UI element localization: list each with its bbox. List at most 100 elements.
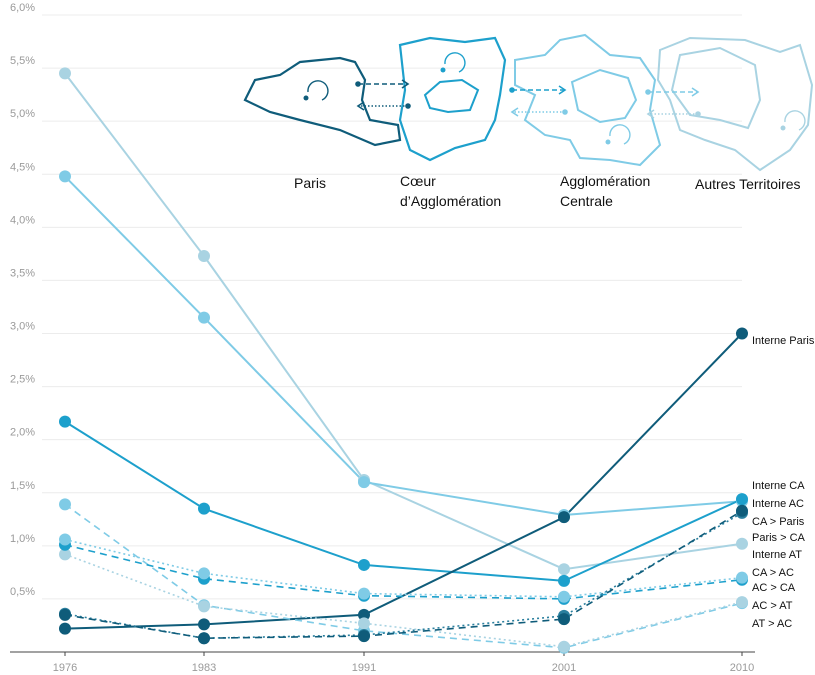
x-tick-label: 1983 [192,662,216,674]
data-point [558,640,570,653]
data-point [59,498,71,511]
x-tick-label: 1976 [53,662,77,674]
end-label: CA > AC [752,567,794,579]
arrow-head [510,107,519,117]
arrow-origin-dot [355,81,361,87]
y-tick-label: 4,5% [10,161,35,173]
y-tick-label: 4,0% [10,214,35,226]
data-point [558,590,570,603]
y-tick-label: 1,0% [10,533,35,545]
series-line-interne-ac [64,420,743,582]
internal-flow-dot [605,139,611,145]
zone-label: Paris [294,175,326,191]
y-tick-label: 6,0% [10,2,35,14]
data-point [59,548,71,561]
internal-flow-icon [784,110,806,131]
arrow-origin-dot [645,89,651,95]
series-line-at-ac [64,503,743,649]
end-label: AT > AC [752,618,792,630]
end-label: Paris > CA [752,532,806,544]
data-point [358,630,370,643]
zone-diagram: Paris Cœur d’Agglomération Agglomération Cen… [243,33,814,209]
end-label: Interne CA [752,480,805,492]
internal-flow-icon [609,124,631,145]
zone-shape-autres-territoires [656,36,814,172]
data-point [558,563,570,576]
data-point [736,327,748,340]
series-line-interne-paris [64,332,743,630]
data-point [736,537,748,550]
internal-flow-dot [303,95,309,101]
data-point [59,415,71,428]
data-point [198,502,210,515]
arrow-head [356,101,365,111]
y-tick-label: 3,5% [10,267,35,279]
series-lines [64,72,743,649]
arrow-origin-dot [405,103,411,109]
series-line-interne-at [64,72,743,571]
x-tick-label: 2010 [730,662,754,674]
zone-label: Autres Territoires [695,176,801,192]
data-point [736,596,748,609]
data-point [198,567,210,580]
series-line-paris-ca [64,512,743,640]
x-tick-label: 1991 [352,662,376,674]
data-point [358,587,370,600]
end-label: CA > Paris [752,516,805,528]
arrow-origin-dot [509,87,515,93]
end-label: AC > AT [752,600,793,612]
data-point [198,600,210,613]
internal-flow-icon [307,80,329,101]
data-point [59,170,71,183]
series-line-ac-at [64,553,743,648]
y-tick-label: 0,5% [10,586,35,598]
data-point [558,511,570,524]
axes: 0,5% 1,0% 1,5% 2,0% 2,5% 3,0% 3,5% 4,0% 4,5% 5,0%… [10,2,755,674]
series-points [59,67,748,654]
internal-flow-icon [444,52,466,73]
data-point [358,558,370,571]
data-point [736,504,748,517]
zone-shape-paris [243,56,402,147]
arrow-head [691,87,700,97]
zone-shape-agglomeration-inner [570,68,638,124]
zone-shape-coeur-inner [423,78,480,114]
arrow-origin-dot [695,111,701,117]
data-point [198,249,210,262]
grid [42,14,742,600]
y-tick-label: 2,5% [10,374,35,386]
internal-flow-dot [440,67,446,73]
y-tick-label: 5,0% [10,108,35,120]
data-point [358,608,370,621]
arrow-head [646,109,655,119]
x-tick-label: 2001 [552,662,576,674]
zone-shape-agglomeration-centrale [514,33,662,167]
data-point [198,632,210,645]
series-line-ca-paris [64,510,743,640]
series-line-ca-ac [64,538,743,598]
end-label: Interne Paris [752,335,815,347]
data-point [59,533,71,546]
data-point [59,608,71,621]
series-end-labels: Interne Paris Interne CA Interne AC CA > Pa… [752,335,815,630]
arrow-head [558,85,567,95]
y-tick-label: 3,0% [10,321,35,333]
y-tick-label: 1,5% [10,480,35,492]
data-point [59,67,71,80]
end-label: Interne AT [752,549,802,561]
zone-shape-coeur [398,36,507,162]
data-point [558,574,570,587]
zone-label: Cœur d’Agglomération [400,173,501,209]
zone-shape-autres-territoires-inner [670,46,762,130]
data-point [198,311,210,324]
data-point [358,617,370,630]
internal-flow-dot [780,125,786,131]
data-point [736,493,748,506]
arrow-head [401,79,410,89]
y-tick-label: 5,5% [10,55,35,67]
arrow-origin-dot [562,109,568,115]
data-point [59,622,71,635]
data-point [198,618,210,631]
data-point [358,476,370,489]
